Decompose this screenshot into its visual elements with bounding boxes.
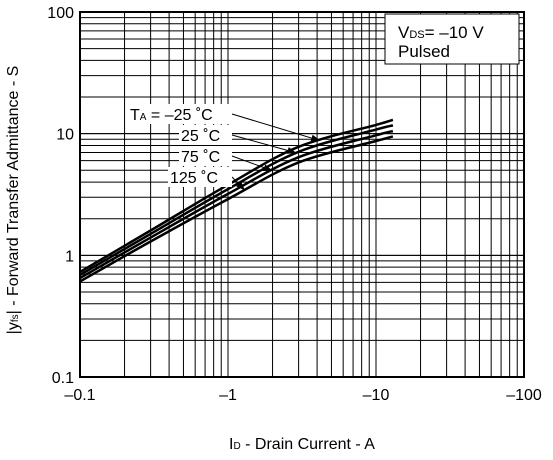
x-axis-title-rest: - Drain Current - A [241, 436, 376, 453]
series-line-0 [79, 118, 394, 274]
annotation-box [384, 13, 520, 65]
grid [80, 12, 524, 377]
plot-frame [79, 11, 525, 378]
y-tick-label-0: 0.1 [52, 370, 74, 387]
leader-line-1 [231, 134, 297, 154]
series-label-1: 25 ˚C [181, 128, 220, 145]
series-label-bg-3 [168, 167, 232, 187]
series-label-bg-2 [179, 146, 232, 166]
y-axis-title-rest: | - Forward Transfer Admittance - S [5, 66, 22, 315]
x-tick-label-0: –0.1 [64, 387, 95, 404]
series-line-3 [79, 135, 394, 283]
annotation-line1: VDS= –10 V [398, 23, 484, 42]
x-axis-title-sub: D [233, 441, 240, 452]
y-tick-label-2: 10 [56, 127, 74, 144]
y-axis-title: |yfs| - Forward Transfer Admittance - S [5, 66, 22, 335]
x-tick-label-1: –1 [219, 387, 237, 404]
x-tick-label-3: –100 [506, 387, 542, 404]
y-tick-label-1: 1 [65, 248, 74, 265]
leader-arrow-2 [262, 164, 273, 171]
annotation-line1-rest: = –10 V [425, 23, 485, 42]
series-label-2: 75 ˚C [181, 149, 220, 166]
leader-line-0 [231, 113, 321, 142]
leader-arrow-3 [236, 181, 245, 191]
x-axis-title-main: I [229, 436, 233, 453]
series-label-0: TA = –25 ˚C [130, 107, 213, 124]
series-lines [79, 118, 394, 283]
y-axis-title-main: |y [5, 322, 22, 334]
series-line-2 [79, 129, 394, 280]
series-label-bg-1 [179, 125, 232, 145]
series-label-0-rest: = –25 ˚C [146, 107, 212, 124]
y-axis-title-sub: fs [10, 314, 21, 322]
series-label-bg-0 [128, 104, 232, 124]
annotation-line2: Pulsed [398, 42, 450, 61]
x-axis-title: ID - Drain Current - A [229, 436, 375, 453]
series-line-1 [79, 124, 394, 276]
tick-labels: –0.1 –1 –10 –100 0.1 1 10 100 [47, 5, 542, 404]
series-label-3: 125 ˚C [170, 170, 218, 187]
annotation-line1-sub: DS [409, 29, 424, 41]
series-labels: TA = –25 ˚C 25 ˚C 75 ˚C 125 ˚C [128, 104, 232, 187]
leader-arrow-1 [286, 147, 297, 154]
series-label-0-main: T [130, 107, 140, 124]
series-label-0-sub: A [140, 112, 147, 123]
x-tick-label-2: –10 [363, 387, 390, 404]
y-tick-label-3: 100 [47, 5, 74, 22]
annotation-line1-main: V [398, 23, 410, 42]
series-leader-lines [231, 113, 321, 191]
leader-arrow-0 [310, 134, 321, 142]
